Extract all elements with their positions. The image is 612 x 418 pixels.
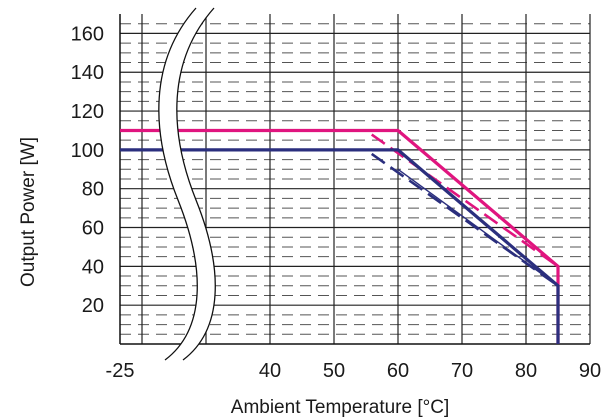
y-tick-label: 60 (82, 218, 104, 240)
axis-break (158, 7, 216, 361)
y-tick-label: 140 (71, 62, 104, 84)
axis-break-band (158, 8, 216, 360)
x-tick-label: 60 (387, 360, 409, 382)
x-axis-label: Ambient Temperature [°C] (231, 397, 449, 418)
axis-break-line (158, 7, 198, 361)
y-tick-label: 160 (71, 23, 104, 45)
x-tick-label: 80 (515, 360, 537, 382)
series-layer (120, 128, 560, 344)
series-line (397, 168, 559, 287)
x-tick-label: -25 (106, 360, 135, 382)
y-axis-label: Output Power [W] (18, 137, 39, 287)
y-tick-label: 100 (71, 140, 104, 162)
series-line (120, 148, 560, 344)
grid-layer (119, 14, 591, 345)
y-tick-label: 20 (82, 295, 104, 317)
x-tick-label: 40 (259, 360, 281, 382)
y-tick-label: 40 (82, 256, 104, 278)
x-tick-label: 90 (579, 360, 601, 382)
x-tick-label: 50 (323, 360, 345, 382)
x-tick-label: 70 (451, 360, 473, 382)
tick-layer: 20 40 60 80 100 120 140 160 -25 40 50 60 70 80 90 (71, 23, 602, 382)
y-tick-label: 120 (71, 101, 104, 123)
axis-break-line (176, 7, 216, 361)
y-tick-label: 80 (82, 179, 104, 201)
